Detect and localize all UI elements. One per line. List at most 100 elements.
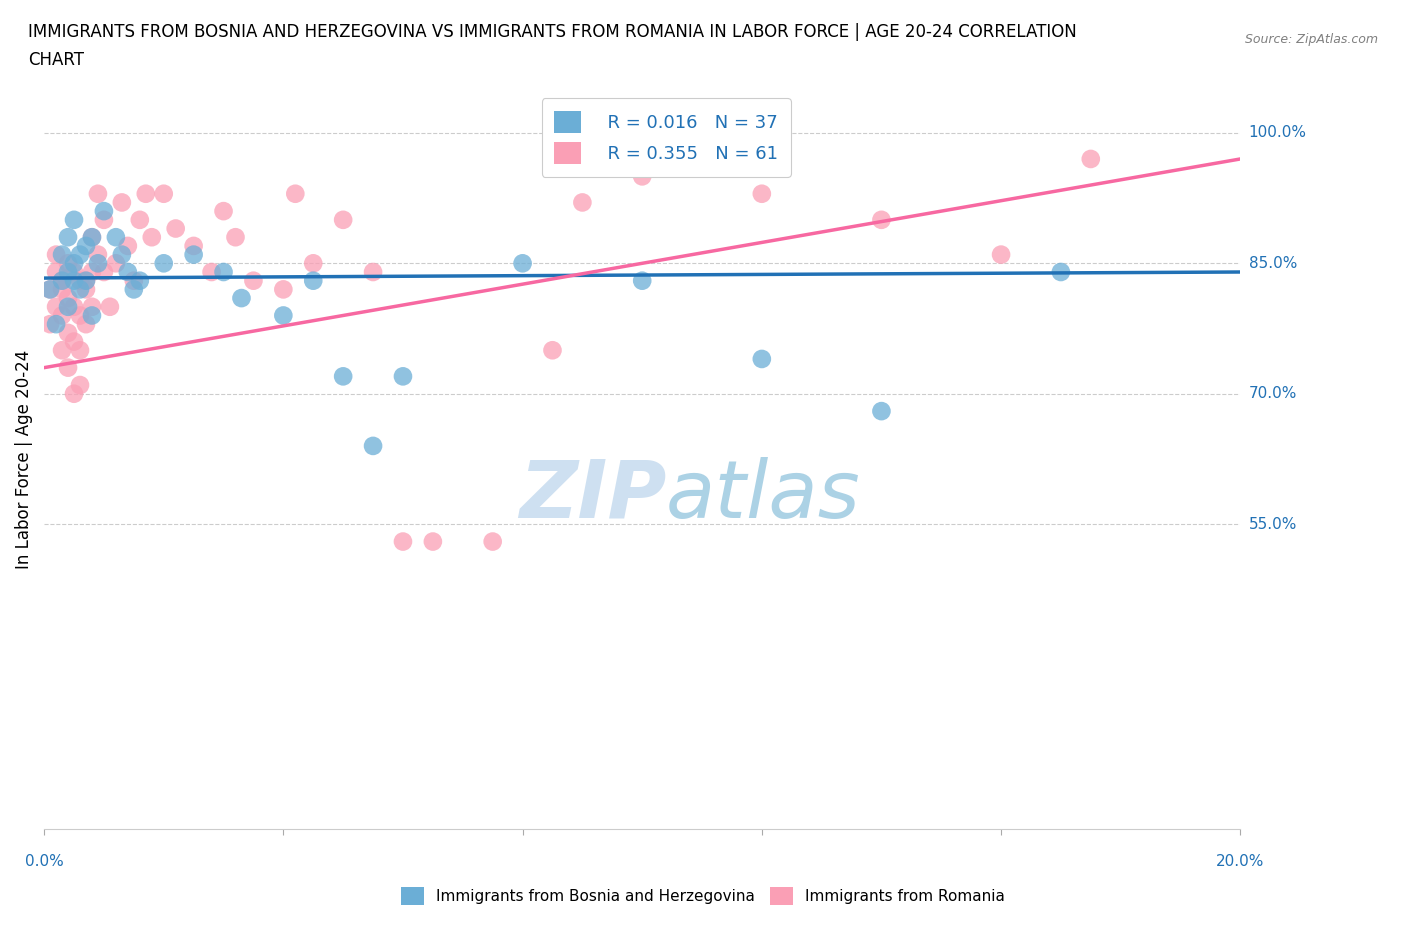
Point — [224, 230, 246, 245]
Point — [69, 343, 91, 358]
Point — [284, 186, 307, 201]
Point — [75, 273, 97, 288]
Point — [1080, 152, 1102, 166]
Point — [165, 221, 187, 236]
Point — [80, 230, 103, 245]
Point — [273, 282, 295, 297]
Point — [63, 334, 86, 349]
Point — [80, 264, 103, 279]
Point — [51, 247, 73, 262]
Point — [302, 256, 325, 271]
Point — [87, 186, 110, 201]
Point — [80, 308, 103, 323]
Point — [56, 360, 79, 375]
Text: atlas: atlas — [666, 457, 860, 535]
Point — [87, 256, 110, 271]
Text: Source: ZipAtlas.com: Source: ZipAtlas.com — [1244, 33, 1378, 46]
Text: ZIP: ZIP — [519, 457, 666, 535]
Point — [122, 273, 145, 288]
Point — [63, 299, 86, 314]
Point — [200, 264, 222, 279]
Text: 55.0%: 55.0% — [1249, 517, 1296, 532]
Text: 70.0%: 70.0% — [1249, 386, 1296, 401]
Point — [332, 369, 354, 384]
Point — [56, 230, 79, 245]
Point — [302, 273, 325, 288]
Point — [63, 386, 86, 401]
Point — [481, 534, 503, 549]
Point — [69, 273, 91, 288]
Point — [56, 299, 79, 314]
Point — [63, 264, 86, 279]
Point — [104, 256, 127, 271]
Point — [45, 247, 67, 262]
Point — [128, 212, 150, 227]
Point — [80, 230, 103, 245]
Text: 100.0%: 100.0% — [1249, 126, 1306, 140]
Point — [45, 299, 67, 314]
Point — [512, 256, 534, 271]
Point — [541, 343, 564, 358]
Point — [98, 299, 121, 314]
Point — [56, 326, 79, 340]
Point — [93, 212, 115, 227]
Point — [117, 264, 139, 279]
Point — [51, 273, 73, 288]
Point — [69, 378, 91, 392]
Point — [117, 238, 139, 253]
Point — [990, 247, 1012, 262]
Point — [93, 264, 115, 279]
Point — [392, 534, 415, 549]
Point — [51, 282, 73, 297]
Point — [75, 273, 97, 288]
Point — [135, 186, 157, 201]
Text: 85.0%: 85.0% — [1249, 256, 1296, 271]
Point — [39, 282, 62, 297]
Point — [80, 299, 103, 314]
Point — [69, 282, 91, 297]
Point — [128, 273, 150, 288]
Point — [93, 204, 115, 219]
Text: 0.0%: 0.0% — [25, 854, 63, 869]
Point — [51, 343, 73, 358]
Point — [273, 308, 295, 323]
Point — [392, 369, 415, 384]
Point — [56, 291, 79, 306]
Point — [332, 212, 354, 227]
Point — [631, 273, 654, 288]
Point — [870, 212, 893, 227]
Point — [231, 291, 253, 306]
Point — [75, 317, 97, 332]
Point — [870, 404, 893, 418]
Y-axis label: In Labor Force | Age 20-24: In Labor Force | Age 20-24 — [15, 350, 32, 568]
Point — [212, 204, 235, 219]
Point — [751, 352, 773, 366]
Point — [1050, 264, 1073, 279]
Point — [75, 238, 97, 253]
Point — [39, 317, 62, 332]
Point — [242, 273, 264, 288]
Point — [111, 247, 134, 262]
Point — [63, 212, 86, 227]
Point — [751, 186, 773, 201]
Point — [56, 264, 79, 279]
Point — [122, 282, 145, 297]
Text: 20.0%: 20.0% — [1216, 854, 1264, 869]
Text: CHART: CHART — [28, 51, 84, 69]
Point — [51, 308, 73, 323]
Text: IMMIGRANTS FROM BOSNIA AND HERZEGOVINA VS IMMIGRANTS FROM ROMANIA IN LABOR FORCE: IMMIGRANTS FROM BOSNIA AND HERZEGOVINA V… — [28, 23, 1077, 41]
Point — [361, 438, 384, 453]
Point — [183, 247, 205, 262]
Point — [39, 282, 62, 297]
Point — [183, 238, 205, 253]
Legend:   R = 0.016   N = 37,   R = 0.355   N = 61: R = 0.016 N = 37, R = 0.355 N = 61 — [541, 99, 790, 177]
Point — [51, 273, 73, 288]
Point — [152, 256, 174, 271]
Point — [104, 230, 127, 245]
Point — [87, 247, 110, 262]
Point — [152, 186, 174, 201]
Point — [571, 195, 593, 210]
Point — [45, 264, 67, 279]
Point — [56, 256, 79, 271]
Point — [361, 264, 384, 279]
